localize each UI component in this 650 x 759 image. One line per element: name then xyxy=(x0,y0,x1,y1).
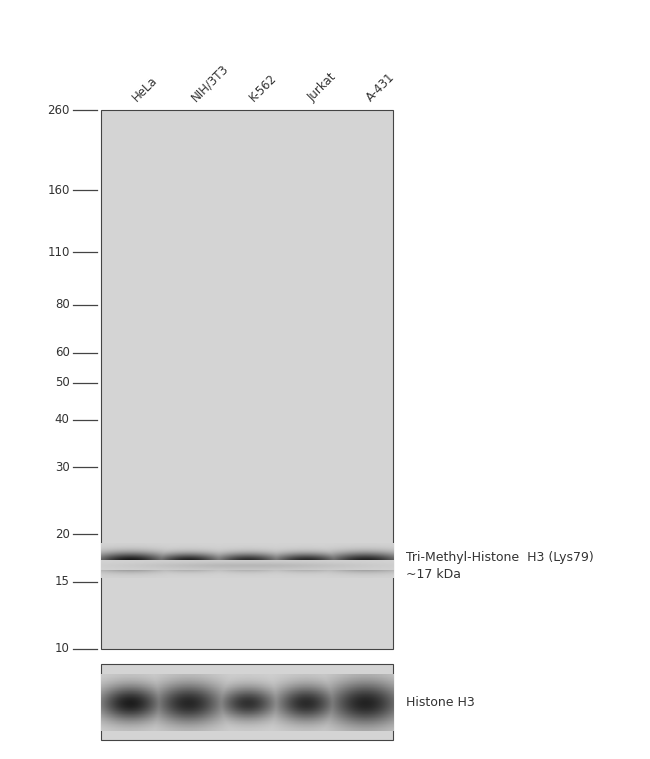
Text: 10: 10 xyxy=(55,642,70,656)
Text: NIH/3T3: NIH/3T3 xyxy=(188,61,231,104)
Text: 260: 260 xyxy=(47,103,70,117)
Text: 60: 60 xyxy=(55,346,70,359)
Text: Jurkat: Jurkat xyxy=(306,71,339,104)
Text: 40: 40 xyxy=(55,413,70,426)
FancyBboxPatch shape xyxy=(101,110,393,649)
FancyBboxPatch shape xyxy=(101,664,393,740)
Text: HeLa: HeLa xyxy=(130,74,161,104)
Text: A-431: A-431 xyxy=(364,71,398,104)
Text: 160: 160 xyxy=(47,184,70,197)
Text: 50: 50 xyxy=(55,376,70,389)
Text: Tri-Methyl-Histone  H3 (Lys79): Tri-Methyl-Histone H3 (Lys79) xyxy=(406,551,594,564)
Text: Histone H3: Histone H3 xyxy=(406,695,475,709)
Text: K-562: K-562 xyxy=(247,71,280,104)
Text: 80: 80 xyxy=(55,298,70,311)
Text: 110: 110 xyxy=(47,246,70,259)
Text: 30: 30 xyxy=(55,461,70,474)
Text: ~17 kDa: ~17 kDa xyxy=(406,568,462,581)
Text: 15: 15 xyxy=(55,575,70,588)
Text: 20: 20 xyxy=(55,528,70,540)
